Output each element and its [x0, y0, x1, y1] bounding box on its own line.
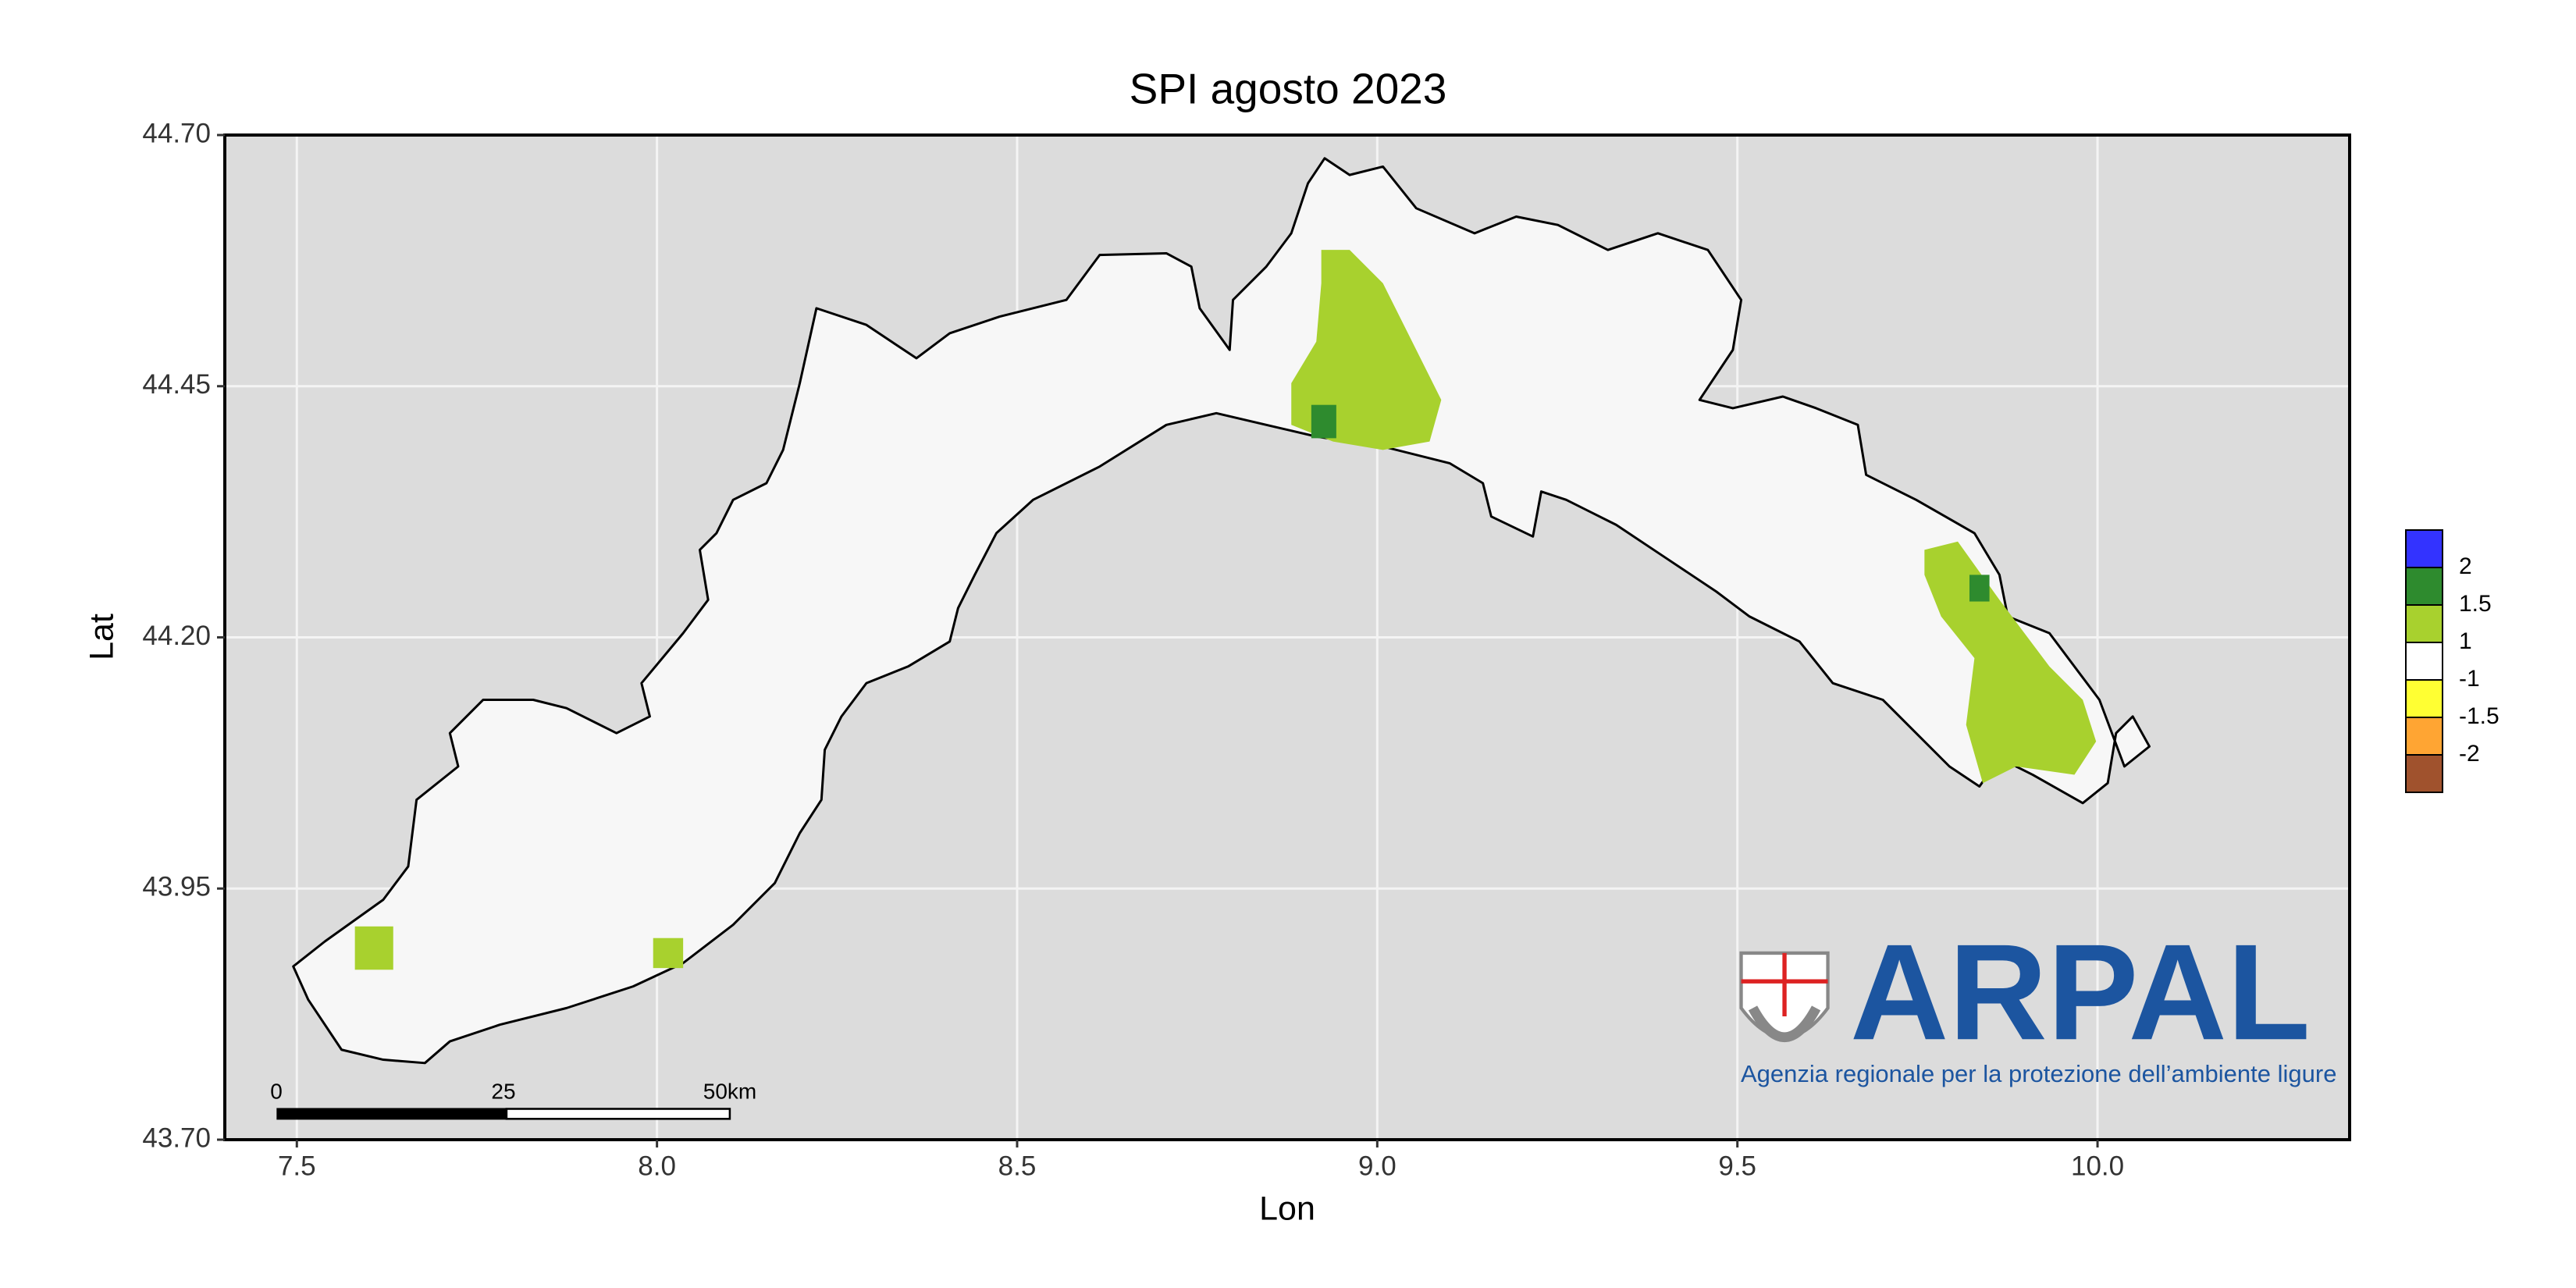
scale-bar	[276, 1108, 507, 1120]
region-liguria	[292, 157, 2151, 1065]
legend-swatch	[2405, 604, 2443, 643]
legend-swatch	[2405, 717, 2443, 756]
legend-swatch	[2405, 529, 2443, 568]
legend-label: -1.5	[2459, 703, 2500, 729]
x-tick-label: 10.0	[2071, 1151, 2124, 1181]
y-tick-label: 44.20	[142, 621, 211, 651]
scale-bar	[505, 1108, 731, 1120]
spi-area	[653, 938, 684, 969]
x-tick-label: 7.5	[278, 1151, 316, 1181]
y-tick-label: 43.70	[142, 1123, 211, 1153]
legend-swatch	[2405, 567, 2443, 606]
scale-label: 25	[491, 1079, 515, 1103]
y-tick-label: 44.70	[142, 118, 211, 148]
legend-swatch	[2405, 679, 2443, 718]
x-tick-label: 8.0	[638, 1151, 676, 1181]
x-axis-label: Lon	[1259, 1190, 1315, 1227]
spi-area	[1291, 250, 1442, 450]
map	[276, 157, 2151, 1120]
scale-label: 0	[270, 1079, 283, 1103]
legend-label: 1.5	[2459, 591, 2492, 617]
spi-area	[1924, 541, 2097, 784]
y-tick-label: 43.95	[142, 872, 211, 902]
legend-label: 2	[2459, 553, 2472, 579]
legend-label: -2	[2459, 741, 2480, 767]
chart-title: SPI agosto 2023	[1130, 65, 1447, 113]
scale-label: 50km	[703, 1079, 756, 1103]
x-tick-label: 9.0	[1358, 1151, 1397, 1181]
y-tick-label: 44.45	[142, 369, 211, 400]
logo-name: ARPAL	[1850, 916, 2311, 1069]
legend: 2 1.5 1 -1 -1.5 -2	[2405, 529, 2500, 793]
legend-swatch	[2405, 754, 2443, 793]
y-axis-label: Lat	[83, 614, 120, 660]
legend-swatch	[2405, 642, 2443, 681]
spi-area	[354, 926, 393, 970]
logo-shield	[1739, 951, 1830, 1043]
legend-label: -1	[2459, 666, 2480, 692]
spi-area	[1969, 575, 1990, 602]
x-tick-label: 8.5	[998, 1151, 1037, 1181]
x-tick-label: 9.5	[1718, 1151, 1756, 1181]
logo-tagline: Agenzia regionale per la protezione dell…	[1741, 1060, 2336, 1087]
spi-area	[1311, 404, 1336, 439]
legend-label: 1	[2459, 628, 2472, 654]
